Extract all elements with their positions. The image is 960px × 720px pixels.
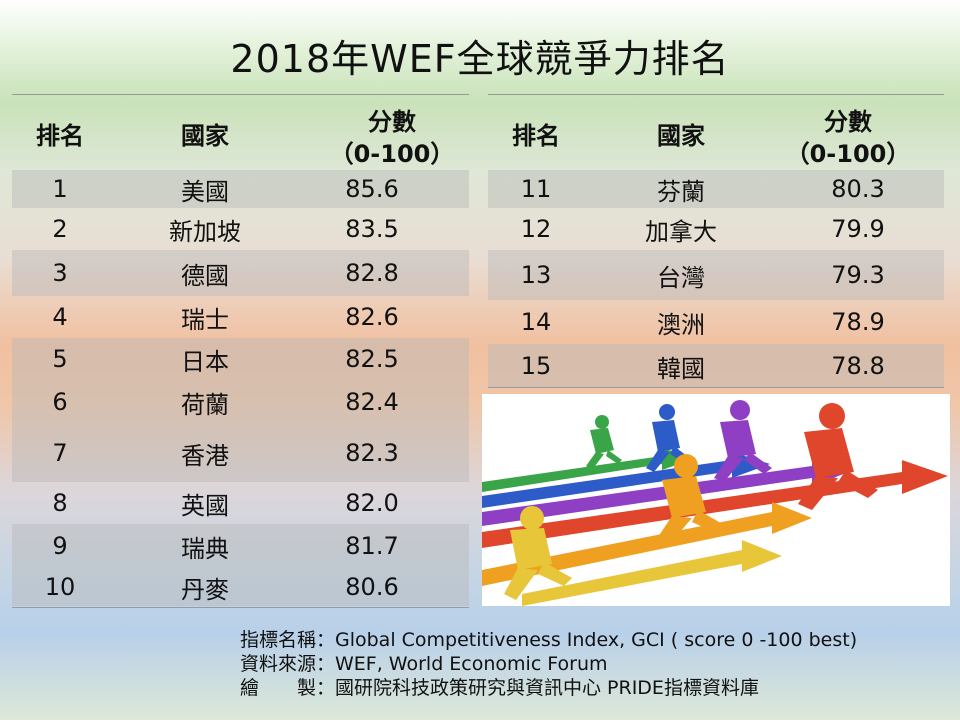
score-cell: 82.0: [345, 489, 399, 517]
rank-cell: 4: [52, 303, 68, 331]
country-cell: 瑞典: [181, 534, 229, 563]
table-rule-bottom: [488, 387, 944, 388]
table-row: 4 瑞士 82.6: [12, 296, 469, 338]
country-cell: 丹麥: [181, 575, 229, 604]
table-row: 6 荷蘭 82.4: [12, 380, 469, 424]
score-cell: 80.6: [345, 573, 399, 601]
orange-runner: [656, 454, 726, 546]
score-cell: 79.3: [831, 261, 885, 289]
table-header: 排名 國家 分數 （0-100）: [12, 94, 469, 170]
country-cell: 德國: [181, 261, 229, 290]
rank-cell: 9: [52, 532, 68, 560]
score-cell: 81.7: [345, 532, 399, 560]
score-cell: 82.3: [345, 439, 399, 467]
header-rank: 排名: [512, 122, 560, 150]
rank-cell: 5: [52, 345, 68, 373]
score-cell: 79.9: [831, 215, 885, 243]
data-source: 資料來源：WEF, World Economic Forum: [240, 653, 608, 675]
score-cell: 85.6: [345, 175, 399, 203]
score-cell: 82.8: [345, 259, 399, 287]
score-cell: 82.5: [345, 345, 399, 373]
red-arrow: [482, 460, 948, 548]
country-cell: 美國: [181, 177, 229, 206]
runners-illustration: [482, 394, 950, 606]
score-cell: 78.8: [831, 352, 885, 380]
rank-cell: 11: [520, 175, 552, 203]
table-rule-bottom: [12, 607, 469, 608]
rank-cell: 14: [520, 308, 552, 336]
source-notes: 指標名稱：Global Competitiveness Index, GCI (…: [240, 628, 857, 700]
table-header: 排名 國家 分數 （0-100）: [488, 94, 944, 170]
table-row: 1 美國 85.6: [12, 170, 469, 208]
country-cell: 加拿大: [645, 217, 717, 246]
ranking-table-right: 排名 國家 分數 （0-100） 11 芬蘭 80.3 12 加拿大 79.9 13 台灣 79…: [488, 94, 944, 390]
country-cell: 香港: [181, 441, 229, 470]
page-title: 2018年WEF全球競爭力排名: [230, 37, 730, 81]
score-cell: 83.5: [345, 215, 399, 243]
score-cell: 82.6: [345, 303, 399, 331]
indicator-name: 指標名稱：Global Competitiveness Index, GCI (…: [240, 629, 858, 651]
rank-cell: 2: [52, 215, 68, 243]
country-cell: 荷蘭: [181, 390, 229, 419]
country-cell: 英國: [181, 491, 229, 520]
table-row: 8 英國 82.0: [12, 482, 469, 524]
country-cell: 韓國: [657, 354, 705, 383]
table-rule-top: [12, 94, 469, 95]
rank-cell: 10: [44, 573, 76, 601]
header-score-range: （0-100）: [785, 140, 911, 168]
table-row: 3 德國 82.8: [12, 250, 469, 296]
purple-runner: [714, 400, 772, 482]
header-country: 國家: [181, 122, 229, 150]
table-row: 10 丹麥 80.6: [12, 568, 469, 606]
table-row: 9 瑞典 81.7: [12, 524, 469, 568]
produced-by: 繪 製：國研院科技政策研究與資訊中心 PRIDE指標資料庫: [240, 677, 759, 699]
ranking-table-left: 排名 國家 分數 （0-100） 1 美國 85.6 2 新加坡 83.5 3 德國 82.8 4…: [12, 94, 469, 608]
header-score-range: （0-100）: [329, 140, 455, 168]
red-runner: [798, 403, 878, 510]
table-row: 11 芬蘭 80.3: [488, 170, 944, 208]
header-rank: 排名: [36, 122, 84, 150]
rank-cell: 15: [520, 352, 552, 380]
rank-cell: 6: [52, 388, 68, 416]
rank-cell: 3: [52, 259, 68, 287]
table-row: 15 韓國 78.8: [488, 344, 944, 388]
header-score: 分數: [824, 108, 872, 136]
country-cell: 澳洲: [657, 310, 705, 339]
rank-cell: 7: [52, 439, 68, 467]
country-cell: 瑞士: [181, 305, 229, 334]
country-cell: 芬蘭: [657, 177, 705, 206]
green-runner: [586, 415, 622, 470]
green-arrow: [482, 448, 696, 492]
country-cell: 台灣: [657, 263, 705, 292]
orange-arrow: [482, 502, 812, 586]
yellow-arrow: [522, 540, 782, 606]
runners-arrows-image: [482, 400, 948, 606]
score-cell: 80.3: [831, 175, 885, 203]
country-cell: 新加坡: [169, 217, 241, 246]
header-country: 國家: [657, 122, 705, 150]
rank-cell: 1: [52, 175, 68, 203]
table-row: 2 新加坡 83.5: [12, 208, 469, 250]
score-cell: 82.4: [345, 388, 399, 416]
table-row: 14 澳洲 78.9: [488, 300, 944, 344]
country-cell: 日本: [181, 347, 229, 376]
table-row: 5 日本 82.5: [12, 338, 469, 380]
table-row: 13 台灣 79.3: [488, 250, 944, 300]
table-rule-top: [488, 94, 944, 95]
table-row: 7 香港 82.3: [12, 424, 469, 482]
header-score: 分數: [368, 108, 416, 136]
rank-cell: 12: [520, 215, 552, 243]
rank-cell: 8: [52, 489, 68, 517]
rank-cell: 13: [520, 261, 552, 289]
table-row: 12 加拿大 79.9: [488, 208, 944, 250]
yellow-runner: [504, 506, 572, 600]
score-cell: 78.9: [831, 308, 885, 336]
